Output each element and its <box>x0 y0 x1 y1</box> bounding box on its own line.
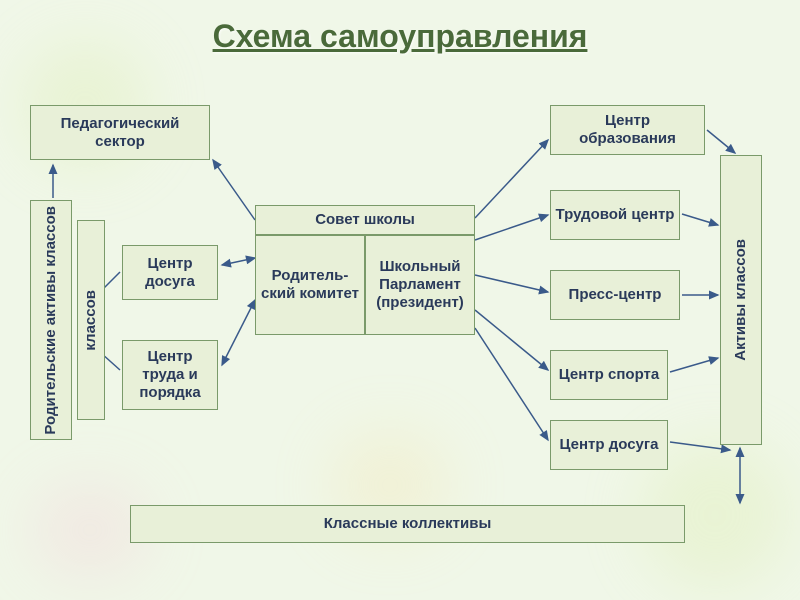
label: Центр досуга <box>560 436 659 454</box>
box-education-center: Центр образования <box>550 105 705 155</box>
label: Центр труда и порядка <box>127 348 213 402</box>
label: Центр образования <box>555 112 700 148</box>
box-class-collectives: Классные коллективы <box>130 505 685 543</box>
box-leisure-center-left: Центр досуга <box>122 245 218 300</box>
label: Пресс-центр <box>569 286 662 304</box>
label: Трудовой центр <box>556 206 675 224</box>
box-labor-order-center: Центр труда и порядка <box>122 340 218 410</box>
box-pedagogical-sector: Педагогический сектор <box>30 105 210 160</box>
label: Центр спорта <box>559 366 659 384</box>
box-parent-activists: Родительские активы классов <box>30 200 72 440</box>
box-leisure-center-right: Центр досуга <box>550 420 668 470</box>
label: классов <box>82 290 100 351</box>
label: Классные коллективы <box>324 515 492 533</box>
label: Центр досуга <box>127 255 213 291</box>
box-classes-left: классов <box>77 220 105 420</box>
label: Совет школы <box>315 211 415 229</box>
label: Родительские активы классов <box>42 206 60 435</box>
label: Школьный Парламент (президент) <box>370 258 470 312</box>
box-school-parliament: Школьный Парламент (президент) <box>365 235 475 335</box>
box-press-center: Пресс-центр <box>550 270 680 320</box>
box-class-activists: Активы классов <box>720 155 762 445</box>
label: Педагогический сектор <box>35 115 205 151</box>
page-title: Схема самоуправления <box>0 0 800 55</box>
box-sport-center: Центр спорта <box>550 350 668 400</box>
label: Активы классов <box>732 239 750 361</box>
box-labor-center: Трудовой центр <box>550 190 680 240</box>
box-school-council: Совет школы <box>255 205 475 235</box>
box-parent-committee: Родитель-ский комитет <box>255 235 365 335</box>
label: Родитель-ский комитет <box>260 267 360 303</box>
